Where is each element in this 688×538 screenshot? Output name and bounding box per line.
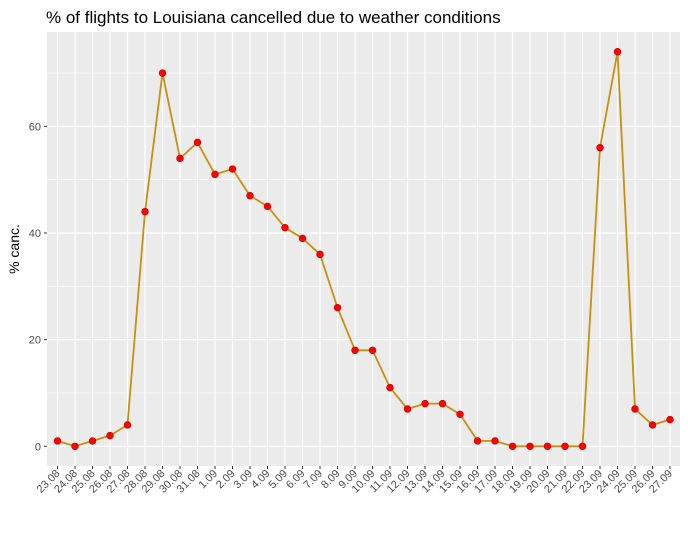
- data-point: [88, 437, 97, 445]
- y-axis-title: % canc.: [6, 224, 22, 274]
- data-point: [508, 442, 517, 450]
- data-point: [421, 399, 429, 408]
- major-gridlines: [47, 32, 680, 466]
- minor-gridlines: [47, 72, 680, 394]
- data-point: [53, 437, 62, 445]
- data-point: [403, 405, 412, 413]
- data-point: [106, 431, 114, 440]
- y-tick-label: 40: [29, 228, 41, 240]
- data-point: [281, 223, 289, 232]
- y-tick-label: 20: [29, 335, 41, 347]
- data-point: [613, 48, 622, 56]
- data-point: [71, 442, 79, 450]
- data-point: [543, 442, 552, 450]
- data-point: [456, 410, 464, 418]
- data-point: [438, 399, 447, 408]
- data-point: [491, 437, 499, 445]
- series-points-group: [53, 48, 674, 450]
- y-axis: 0 20 40 60: [29, 121, 47, 453]
- y-tick-label: 60: [29, 121, 41, 133]
- y-tick-label: 0: [35, 441, 41, 453]
- data-point: [263, 202, 272, 211]
- data-point: [176, 154, 184, 163]
- data-point: [333, 303, 342, 312]
- data-point: [578, 442, 587, 450]
- data-point: [368, 346, 377, 355]
- data-point: [141, 207, 149, 216]
- data-point: [648, 421, 657, 429]
- x-axis: 23.0824.0825.0826.0827.0828.0829.0830.08…: [35, 466, 675, 496]
- data-point: [193, 138, 202, 147]
- data-point: [228, 165, 237, 173]
- data-point: [316, 250, 324, 259]
- chart-title: % of flights to Louisiana cancelled due …: [46, 8, 501, 27]
- data-point: [298, 234, 307, 243]
- data-point: [351, 346, 359, 355]
- data-point: [386, 383, 394, 392]
- plot-panel: [47, 32, 680, 466]
- data-point: [246, 191, 254, 200]
- data-point: [596, 143, 604, 152]
- data-point: [666, 415, 674, 424]
- data-point: [158, 69, 167, 77]
- data-point: [561, 442, 569, 450]
- data-point: [526, 442, 534, 450]
- data-point: [211, 170, 219, 179]
- data-point: [631, 405, 639, 413]
- data-point: [473, 437, 482, 445]
- data-point: [123, 421, 132, 429]
